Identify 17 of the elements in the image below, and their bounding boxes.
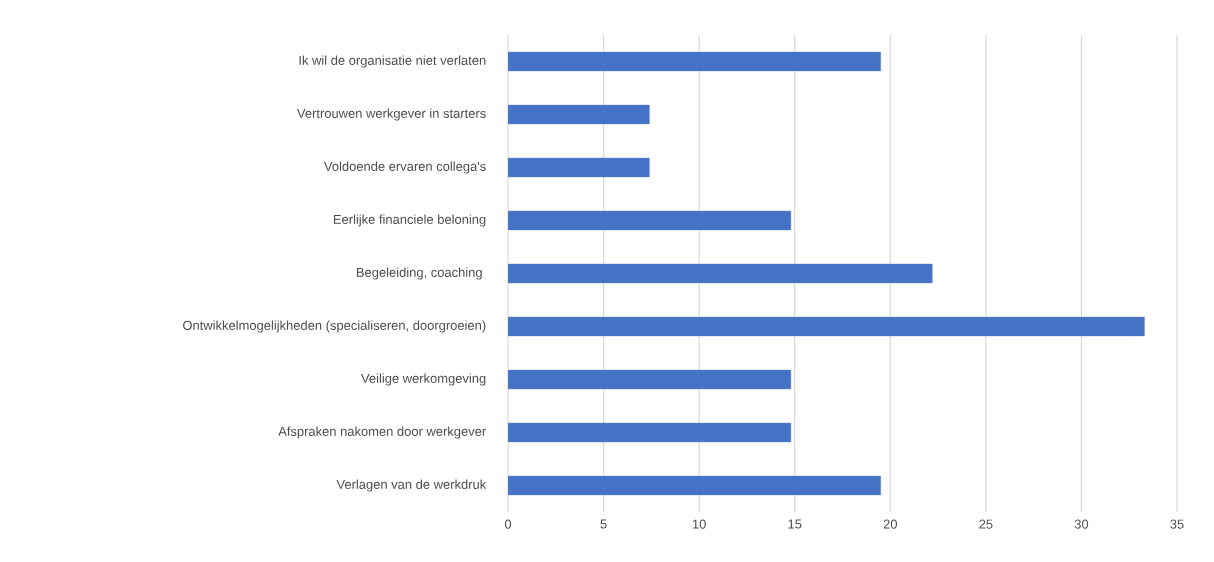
x-tick-label: 30	[1074, 519, 1089, 529]
x-tick-label: 15	[788, 519, 802, 529]
y-tick-label: Afspraken nakomen door werkgever	[278, 426, 486, 439]
x-tick-label: 0	[504, 519, 512, 529]
x-tick-label: 5	[600, 519, 607, 529]
x-tick-label: 35	[1170, 519, 1184, 529]
y-tick-label: Eerlijke financiele beloning	[333, 214, 486, 227]
y-tick-label: Veilige werkomgeving	[361, 373, 486, 386]
y-tick-label: Voldoende ervaren collega's	[323, 161, 486, 174]
x-tick-label: 20	[883, 519, 897, 529]
x-tick-label: 10	[692, 519, 706, 529]
y-tick-label: Begeleiding, coaching	[356, 267, 482, 280]
y-tick-label: Ontwikkelmogelijkheden (specialiseren, doorgroeien)	[183, 320, 486, 333]
x-tick-label: 25	[979, 519, 993, 529]
y-tick-label: Vertrouwen werkgever in starters	[296, 108, 486, 121]
y-tick-label: Ik wil de organisatie niet verlaten	[299, 55, 486, 68]
y-tick-label: Verlagen van de werkdruk	[336, 479, 487, 492]
